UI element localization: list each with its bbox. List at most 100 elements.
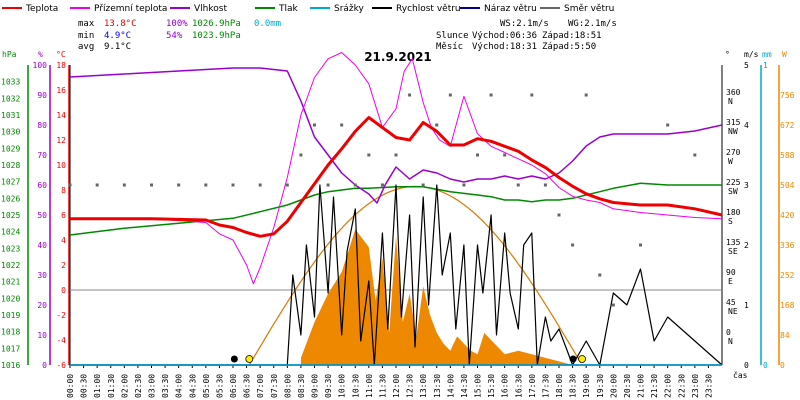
temperature-tick-label: 16	[56, 86, 66, 95]
series-line-teplota	[70, 116, 723, 238]
chart-title: 21.9.2021	[364, 50, 432, 64]
x-tick-label: 13:30	[433, 374, 442, 398]
humidity-tick-label: 40	[37, 241, 47, 250]
x-tick-label: 11:30	[378, 374, 387, 398]
wind-dir-tick-value: 270	[726, 148, 741, 157]
wind-dir-point	[598, 273, 602, 277]
sun-set: Západ:18:51	[542, 31, 602, 41]
x-tick-label: 14:30	[460, 374, 469, 398]
stat-avg-temp: 9.1°C	[104, 42, 131, 52]
x-tick-label: 21:00	[637, 374, 646, 398]
legend: Teplota Přízemní teplota Vlhkost Tlak Srážky…	[2, 4, 614, 14]
temperature-tick-label: 10	[56, 161, 66, 170]
wind-dir-point	[299, 153, 303, 157]
moon-label: Měsíc	[436, 42, 463, 52]
wind-dir-point	[95, 183, 99, 187]
wind-dir-tick-label: N	[728, 97, 733, 106]
wind-dir-point	[408, 93, 412, 97]
x-tick-label: 19:00	[582, 374, 591, 398]
wind-dir-point	[476, 153, 479, 157]
legend-label: Rychlost větru	[396, 4, 461, 14]
x-tick-label: 00:30	[80, 374, 89, 398]
legend-label: Teplota	[25, 4, 58, 14]
rain-tick-label: 0	[763, 361, 768, 370]
solar-tick-label: 756	[780, 91, 795, 100]
x-tick-label: 20:30	[623, 374, 632, 398]
wind-speed-tick-label: 2	[744, 241, 749, 250]
temperature-tick-label: -4	[56, 336, 66, 345]
moon-set: Západ:5:50	[542, 42, 596, 52]
x-tick-label: 21:30	[650, 374, 659, 398]
series-line-tlak	[69, 182, 722, 236]
humidity-tick-label: 90	[37, 91, 47, 100]
x-tick-label: 18:30	[569, 374, 578, 398]
pressure-tick-label: 1027	[1, 178, 20, 187]
humidity-tick-label: 100	[33, 61, 48, 70]
x-tick-label: 04:30	[188, 374, 197, 398]
pressure-tick-label: 1023	[1, 244, 20, 253]
x-tick-label: 19:30	[596, 374, 605, 398]
wind-dir-point	[435, 123, 439, 127]
wind-dir-point	[448, 93, 452, 97]
wind-dir-point	[543, 183, 547, 187]
wind-dir-point	[503, 153, 507, 157]
stat-max-press: 1026.9hPa	[192, 19, 241, 29]
wind-dir-tick-value: 180	[726, 208, 741, 217]
x-tick-label: 17:30	[541, 374, 550, 398]
wind-wg: WG:2.1m/s	[568, 19, 617, 29]
solar-area	[300, 229, 573, 365]
solar-tick-label: 588	[780, 151, 795, 160]
wind-dir-point	[462, 183, 466, 187]
rain-tick-label: 1	[763, 61, 768, 70]
series-line-přízemní-teplota	[70, 52, 723, 285]
solar-tick-label: 168	[780, 301, 795, 310]
humidity-tick-label: 30	[37, 271, 47, 280]
x-tick-label: 07:30	[270, 374, 279, 398]
solar-tick-label: 672	[780, 121, 795, 130]
temperature-tick-label: 18	[56, 61, 66, 70]
pressure-tick-label: 1019	[1, 311, 20, 320]
x-tick-label: 07:00	[256, 374, 265, 398]
wind-dir-point	[367, 153, 371, 157]
wind-dir-tick-value: 315	[726, 118, 741, 127]
wind-speed-tick-label: 5	[744, 61, 749, 70]
stat-max-label: max	[78, 19, 95, 29]
temperature-tick-label: 6	[61, 211, 66, 220]
pressure-tick-label: 1030	[1, 128, 20, 137]
x-tick-label: 23:00	[691, 374, 700, 398]
solar-tick-label: 504	[780, 181, 795, 190]
wind-dir-point	[353, 183, 357, 187]
humidity-tick-label: 60	[37, 181, 47, 190]
humidity-tick-label: 0	[42, 361, 47, 370]
sunset-marker	[578, 355, 586, 363]
stat-min-label: min	[78, 31, 94, 41]
x-tick-label: 23:30	[704, 374, 713, 398]
stat-min-hum: 54%	[166, 31, 183, 41]
moonset-marker	[230, 355, 238, 363]
x-tick-label: 16:30	[514, 374, 523, 398]
wind-dir-tick-label: SE	[728, 247, 738, 256]
x-tick-label: 08:30	[297, 374, 306, 398]
stat-avg-label: avg	[78, 42, 94, 52]
wind-dir-point	[530, 93, 534, 97]
pressure-tick-label: 1018	[1, 328, 20, 337]
wind-dir-tick-value: 45	[726, 298, 736, 307]
stat-max-temp: 13.8°C	[104, 19, 137, 29]
moonrise-marker	[569, 355, 577, 363]
solar-tick-label: 84	[780, 331, 790, 340]
pressure-tick-label: 1016	[1, 361, 20, 370]
wind-dir-point	[693, 153, 697, 157]
wind-dir-point	[326, 183, 330, 187]
series-line-vlhkost	[69, 67, 723, 204]
wind-dir-point	[204, 183, 208, 187]
x-tick-label: 03:30	[161, 374, 170, 398]
temperature-tick-label: -2	[56, 311, 66, 320]
x-tick-label: 10:00	[338, 374, 347, 398]
pressure-tick-label: 1026	[1, 194, 20, 203]
temperature-tick-label: 12	[56, 136, 66, 145]
legend-label: Tlak	[278, 4, 299, 14]
x-tick-label: 20:00	[609, 374, 618, 398]
x-tick-label: 15:00	[474, 374, 483, 398]
x-tick-label: 14:00	[446, 374, 455, 398]
